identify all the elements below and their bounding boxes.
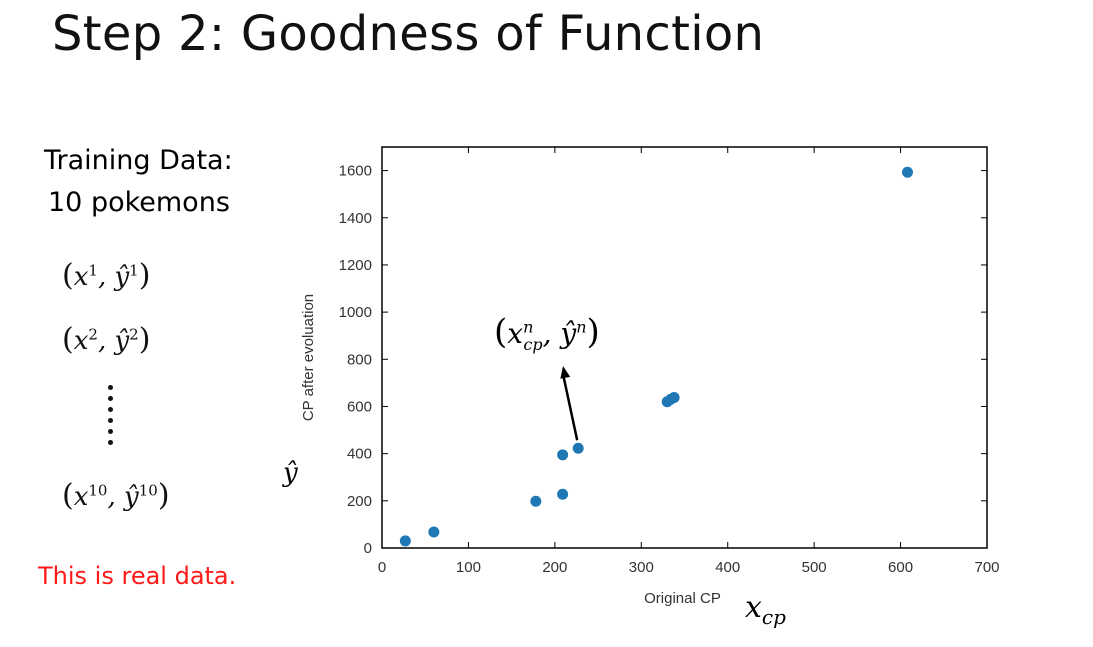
y-tick-label: 1200: [339, 257, 372, 274]
y-tick-label: 0: [364, 540, 372, 557]
x-tick-label: 600: [888, 559, 913, 576]
y-tick-label: 200: [347, 493, 372, 510]
x-tick-label: 300: [629, 559, 654, 576]
training-data-label: Training Data: 10 pokemons: [44, 140, 304, 224]
data-point: [530, 495, 542, 507]
y-hat-symbol: ŷ: [283, 458, 298, 488]
y-tick-label: 1000: [339, 304, 372, 321]
x-tick-label: 0: [378, 559, 386, 576]
vertical-ellipsis: [108, 385, 118, 451]
x-axis-label: Original CP: [644, 590, 721, 607]
annotation-arrow-head: [560, 366, 571, 379]
data-point: [901, 166, 913, 178]
training-label-line1: Training Data:: [44, 145, 233, 176]
data-point: [399, 535, 411, 547]
x-tick-label: 500: [802, 559, 827, 576]
plot-frame: [381, 146, 988, 549]
y-tick-label: 1600: [339, 163, 372, 180]
y-tick-label: 400: [347, 446, 372, 463]
y-axis-label: CP after evoluation: [300, 294, 317, 421]
data-point: [428, 526, 440, 538]
y-tick-label: 1400: [339, 210, 372, 227]
x-tick-label: 700: [974, 559, 999, 576]
x-cp-symbol: xcp: [745, 590, 786, 629]
data-point: [557, 488, 569, 500]
data-point: [668, 392, 680, 404]
data-point: [557, 449, 569, 461]
annotation-arrow: [561, 373, 579, 441]
pair-2: (x2, ŷ2): [62, 322, 151, 357]
pair-1: (x1, ŷ1): [62, 258, 151, 293]
pair-10: (x10, ŷ10): [62, 478, 170, 513]
training-label-line2: 10 pokemons: [48, 187, 230, 218]
x-tick-label: 200: [542, 559, 567, 576]
data-point: [572, 442, 584, 454]
real-data-note: This is real data.: [38, 562, 237, 590]
slide-title: Step 2: Goodness of Function: [52, 6, 765, 62]
x-tick-label: 400: [715, 559, 740, 576]
y-tick-label: 800: [347, 351, 372, 368]
x-tick-label: 100: [456, 559, 481, 576]
y-tick-label: 600: [347, 398, 372, 415]
annotation-label: (xncp, ŷn): [494, 312, 600, 354]
